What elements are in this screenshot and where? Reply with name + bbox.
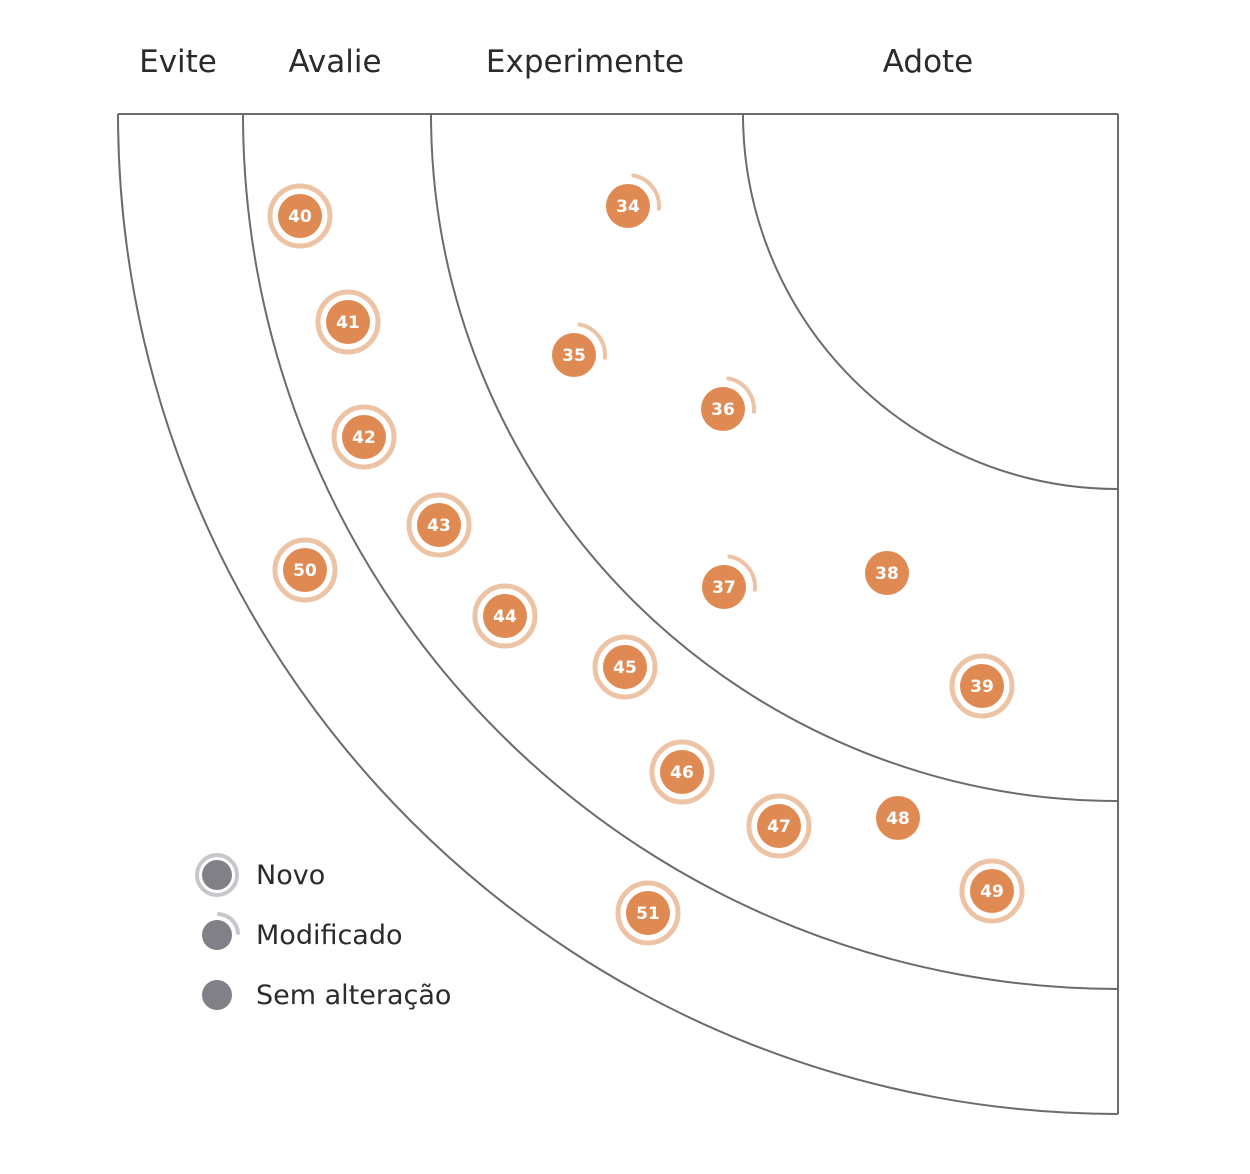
blip-34-modified-arc: [631, 173, 661, 211]
blip-45-dot: [603, 645, 647, 689]
blip-50-dot: [283, 548, 327, 592]
blip-51[interactable]: 51: [615, 880, 681, 946]
blip-45-label: 45: [613, 658, 637, 678]
blip-48-dot: [876, 796, 920, 840]
ring-boundaries: [117, 113, 1119, 1115]
blip-51-new-ring: [615, 880, 681, 946]
blip-44-dot: [483, 594, 527, 638]
blip-37-dot: [702, 565, 746, 609]
blip-34[interactable]: 34: [606, 173, 661, 229]
ring-boundary-adote: [742, 113, 1119, 490]
ring-header-evite: Evite: [139, 44, 217, 80]
blip-34-dot: [606, 184, 650, 228]
blip-49-dot: [970, 869, 1014, 913]
legend-item-novo: Novo: [190, 850, 325, 900]
blip-45[interactable]: 45: [592, 634, 658, 700]
blip-42-dot: [342, 415, 386, 459]
blip-51-dot: [626, 891, 670, 935]
blip-40-new-ring: [267, 183, 333, 249]
blip-47-dot: [757, 804, 801, 848]
legend-sem-alteracao-icon: [202, 980, 232, 1010]
blip-39-dot: [960, 664, 1004, 708]
blip-43[interactable]: 43: [406, 492, 472, 558]
blip-35[interactable]: 35: [552, 322, 607, 378]
blip-35-modified-arc: [577, 322, 607, 360]
blip-48[interactable]: 48: [876, 796, 920, 840]
blip-42-label: 42: [352, 428, 376, 448]
legend-modificado-icon: [202, 912, 240, 950]
blip-35-dot: [552, 333, 596, 377]
blip-41-dot: [326, 300, 370, 344]
blip-36-modified-arc: [726, 376, 756, 414]
blip-42[interactable]: 42: [331, 404, 397, 470]
blip-47[interactable]: 47: [746, 793, 812, 859]
blip-34-label: 34: [616, 197, 640, 217]
blip-38[interactable]: 38: [865, 551, 909, 595]
blip-47-label: 47: [767, 817, 791, 837]
blip-41[interactable]: 41: [315, 289, 381, 355]
blip-40[interactable]: 40: [267, 183, 333, 249]
legend-item-sem-alteracao: Sem alteração: [190, 970, 451, 1020]
ring-header-adote: Adote: [882, 44, 974, 80]
blip-46-label: 46: [670, 763, 694, 783]
blip-38-dot: [865, 551, 909, 595]
blip-43-dot: [417, 503, 461, 547]
blip-39-new-ring: [949, 653, 1015, 719]
blip-39[interactable]: 39: [949, 653, 1015, 719]
blip-45-new-ring: [592, 634, 658, 700]
blip-40-label: 40: [288, 207, 312, 227]
ring-boundary-avalie: [242, 113, 1119, 990]
blip-50-new-ring: [272, 537, 338, 603]
blip-44[interactable]: 44: [472, 583, 538, 649]
blip-49-label: 49: [980, 882, 1004, 902]
blip-42-new-ring: [331, 404, 397, 470]
blip-43-label: 43: [427, 516, 451, 536]
blip-47-new-ring: [746, 793, 812, 859]
blip-41-new-ring: [315, 289, 381, 355]
legend-novo-icon: [195, 853, 239, 897]
blip-36-dot: [701, 387, 745, 431]
blip-50-label: 50: [293, 561, 317, 581]
blip-46-dot: [660, 750, 704, 794]
blip-46[interactable]: 46: [649, 739, 715, 805]
blip-36[interactable]: 36: [701, 376, 756, 432]
blip-50[interactable]: 50: [272, 537, 338, 603]
blip-44-new-ring: [472, 583, 538, 649]
blip-38-label: 38: [875, 564, 899, 584]
ring-boundary-experimente: [430, 113, 1119, 802]
legend-label-novo: Novo: [256, 859, 326, 891]
legend-label-sem-alteracao: Sem alteração: [256, 979, 452, 1011]
ring-boundary-evite: [117, 113, 1119, 1115]
blip-39-label: 39: [970, 677, 994, 697]
blip-43-new-ring: [406, 492, 472, 558]
blips: 34 35 36 37 38 39 40 41 42 43 44 45 46 47 48 49 50 51: [267, 173, 1025, 946]
blip-37-label: 37: [712, 578, 736, 598]
blip-40-dot: [278, 194, 322, 238]
legend-item-modificado: Modificado: [190, 910, 403, 960]
ring-header-avalie: Avalie: [288, 44, 382, 80]
blip-49-new-ring: [959, 858, 1025, 924]
blip-51-label: 51: [636, 904, 660, 924]
blip-37-modified-arc: [727, 554, 757, 592]
blip-36-label: 36: [711, 400, 735, 420]
blip-49[interactable]: 49: [959, 858, 1025, 924]
legend-label-modificado: Modificado: [256, 919, 403, 951]
blip-41-label: 41: [336, 313, 360, 333]
blip-44-label: 44: [493, 607, 517, 627]
ring-header-experimente: Experimente: [485, 44, 685, 80]
blip-46-new-ring: [649, 739, 715, 805]
blip-35-label: 35: [562, 346, 586, 366]
blip-37[interactable]: 37: [702, 554, 757, 610]
blip-48-label: 48: [886, 809, 910, 829]
